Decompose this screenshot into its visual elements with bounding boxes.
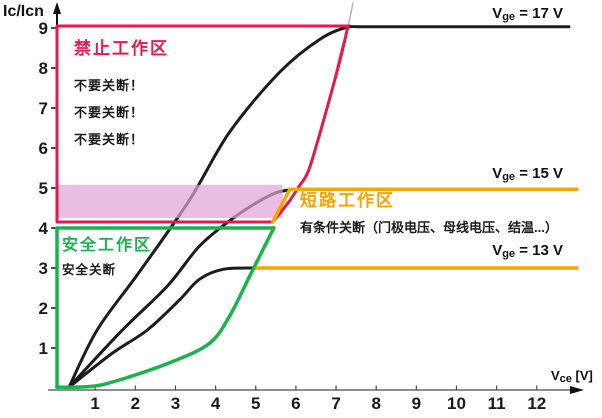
y-tick-label: 6 — [39, 139, 48, 158]
x-tick-label: 11 — [488, 394, 506, 413]
x-tick-label: 2 — [131, 394, 140, 413]
x-tick-label: 4 — [211, 394, 221, 413]
x-tick-label: 12 — [527, 394, 546, 413]
x-tick-label: 6 — [291, 394, 300, 413]
y-tick-label: 9 — [39, 19, 48, 38]
short-circuit-region-title: 短路工作区 — [300, 191, 395, 210]
y-axis-title: Ic/Icn — [3, 3, 44, 20]
x-tick-label: 9 — [412, 394, 421, 413]
y-tick-label: 7 — [39, 99, 48, 118]
y-tick-label: 3 — [39, 259, 48, 278]
vge15-subscript: ge — [502, 171, 516, 183]
y-tick-label: 8 — [39, 59, 48, 78]
safe-border-lines — [55, 226, 276, 389]
forbidden-border-lines — [55, 24, 350, 224]
safe-region-note: 安全关断 — [62, 263, 117, 277]
highlight-band — [58, 184, 283, 218]
forbidden-warning-3: 不要关断！ — [74, 132, 145, 147]
y-tick-label: 5 — [39, 179, 48, 198]
x-tick-label: 7 — [331, 394, 340, 413]
vge15-prefix: V — [492, 165, 503, 182]
vge17-prefix: V — [492, 5, 503, 22]
y-axis-arrow — [53, 2, 62, 14]
y-tick-label: 4 — [39, 219, 49, 238]
x-tick-label: 8 — [371, 394, 380, 413]
forbidden-warning-2: 不要关断！ — [74, 105, 145, 120]
x-axis-unit: Vce [V] — [551, 369, 593, 385]
x-axis-unit-bracket: [V] — [571, 368, 593, 383]
y-tick-label: 2 — [39, 299, 48, 318]
forbidden-region-title: 禁止工作区 — [74, 39, 169, 58]
x-tick-label: 1 — [90, 394, 99, 413]
curve-label-vge-15v: Vge = 15 V — [492, 166, 563, 183]
vge13-prefix: V — [492, 242, 503, 259]
vge17-value: = 17 V — [515, 5, 563, 22]
vge13-subscript: ge — [502, 248, 516, 260]
curve-label-vge-17v: Vge = 17 V — [492, 6, 563, 23]
x-axis-unit-subscript: ce — [559, 373, 572, 385]
y-tick-label: 1 — [39, 339, 48, 358]
x-tick-label: 5 — [251, 394, 260, 413]
forbidden-warning-1: 不要关断！ — [74, 78, 145, 93]
short-circuit-region-note: 有条件关断（门极电压、母线电压、结温...） — [300, 220, 558, 235]
curve-label-vge-13v: Vge = 13 V — [492, 243, 563, 260]
x-tick-label: 10 — [447, 394, 466, 413]
safe-border-curve — [55, 226, 276, 389]
safe-region-title: 安全工作区 — [62, 237, 153, 254]
vge17-subscript: ge — [502, 11, 516, 23]
vge15-value: = 15 V — [515, 165, 563, 182]
vge13-value: = 13 V — [515, 242, 563, 259]
x-axis-arrow — [570, 386, 584, 394]
curve-vge-17v — [67, 24, 571, 389]
x-axis-unit-prefix: V — [551, 368, 560, 383]
curve-vge-13v — [67, 266, 260, 389]
x-tick-label: 3 — [171, 394, 180, 413]
forbidden-border-curve — [271, 24, 350, 224]
short-circuit-diagonal — [270, 187, 292, 224]
